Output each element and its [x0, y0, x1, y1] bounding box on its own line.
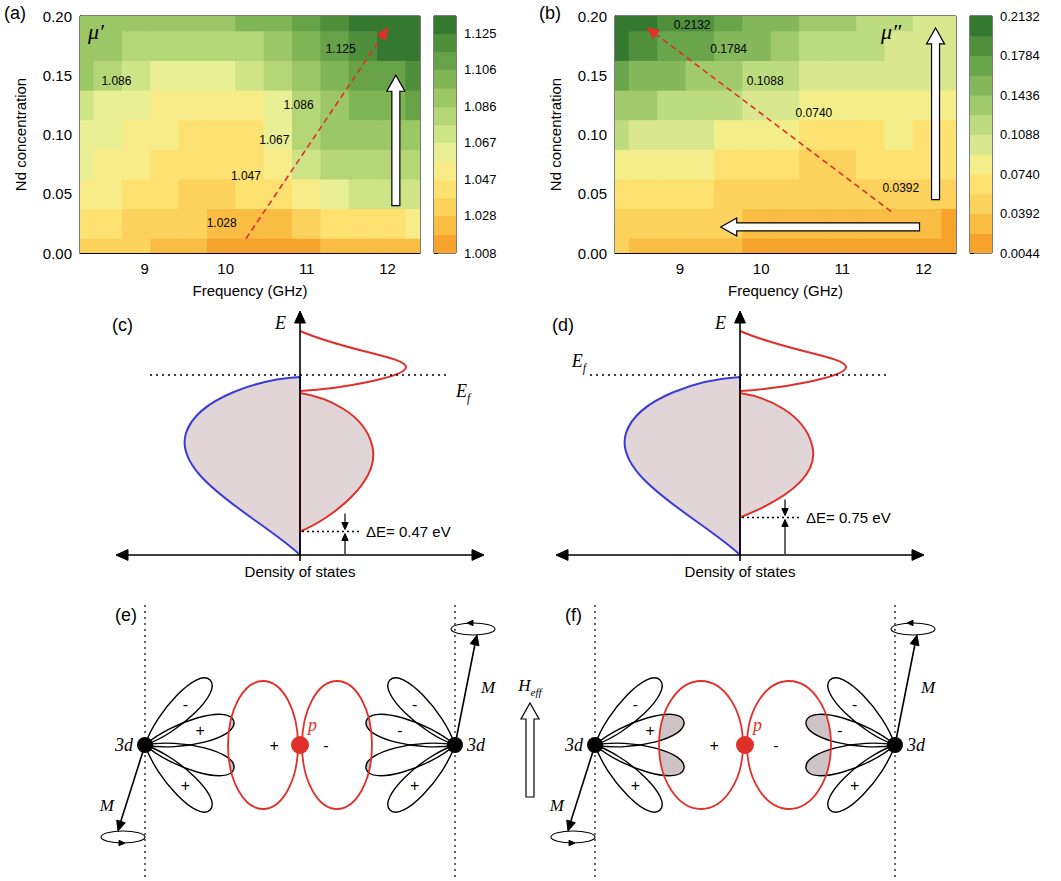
svg-text:0.0740: 0.0740	[796, 106, 833, 120]
svg-text:-: -	[323, 737, 328, 754]
svg-text:0.2132: 0.2132	[674, 18, 711, 32]
svg-text:1.047: 1.047	[464, 172, 497, 187]
svg-text:0.0740: 0.0740	[1000, 167, 1040, 182]
svg-text:0.20: 0.20	[43, 8, 72, 25]
svg-text:μ″: μ″	[880, 19, 902, 44]
svg-text:1.086: 1.086	[464, 99, 497, 114]
svg-text:Density of states: Density of states	[245, 563, 356, 580]
svg-text:+: +	[850, 777, 859, 794]
svg-text:10: 10	[217, 260, 234, 277]
svg-text:1.047: 1.047	[231, 169, 261, 183]
svg-text:0.1784: 0.1784	[1000, 48, 1040, 63]
svg-text:3d: 3d	[564, 735, 584, 755]
svg-text:11: 11	[835, 260, 851, 277]
svg-text:M: M	[549, 796, 565, 815]
svg-text:0.10: 0.10	[43, 126, 72, 143]
svg-text:+: +	[181, 777, 190, 794]
svg-text:(b): (b)	[539, 3, 561, 23]
svg-text:ΔE= 0.75 eV: ΔE= 0.75 eV	[806, 509, 891, 526]
svg-text:0.1784: 0.1784	[710, 42, 747, 56]
svg-text:-: -	[183, 696, 188, 713]
svg-text:M: M	[920, 678, 936, 697]
svg-text:p: p	[306, 715, 317, 735]
svg-text:E: E	[274, 313, 286, 333]
svg-text:1.028: 1.028	[464, 208, 497, 223]
svg-text:-: -	[837, 722, 842, 739]
svg-text:Nd concentration: Nd concentration	[12, 78, 29, 191]
svg-text:0.0044: 0.0044	[1000, 246, 1040, 261]
svg-text:Heff: Heff	[517, 676, 543, 698]
svg-text:Ef: Ef	[455, 381, 472, 405]
svg-text:-: -	[633, 696, 638, 713]
svg-text:Density of states: Density of states	[685, 563, 796, 580]
svg-text:1.086: 1.086	[101, 74, 131, 88]
svg-text:-: -	[397, 722, 402, 739]
svg-text:-: -	[773, 737, 778, 754]
svg-text:(d): (d)	[552, 315, 574, 335]
svg-text:0.2132: 0.2132	[1000, 9, 1040, 24]
svg-text:Frequency (GHz): Frequency (GHz)	[192, 282, 307, 299]
svg-text:1.125: 1.125	[326, 42, 356, 56]
svg-text:ΔE= 0.47 eV: ΔE= 0.47 eV	[366, 523, 451, 540]
svg-text:0.1088: 0.1088	[747, 74, 784, 88]
svg-text:1.008: 1.008	[464, 246, 497, 261]
svg-text:0.1436: 0.1436	[1000, 88, 1040, 103]
svg-text:+: +	[269, 737, 278, 754]
svg-text:-: -	[412, 696, 417, 713]
svg-text:+: +	[631, 777, 640, 794]
svg-text:Ef: Ef	[571, 351, 588, 375]
svg-text:1.067: 1.067	[464, 135, 497, 150]
svg-text:+: +	[645, 722, 654, 739]
svg-text:11: 11	[299, 260, 315, 277]
svg-text:0.0392: 0.0392	[1000, 206, 1040, 221]
svg-text:-: -	[852, 696, 857, 713]
svg-text:10: 10	[753, 260, 770, 277]
svg-text:1.067: 1.067	[259, 133, 289, 147]
svg-text:3d: 3d	[906, 735, 926, 755]
svg-text:0.05: 0.05	[578, 185, 607, 202]
svg-text:0.00: 0.00	[578, 245, 607, 262]
svg-text:(f): (f)	[565, 605, 582, 625]
svg-text:E: E	[714, 313, 726, 333]
svg-text:+: +	[195, 722, 204, 739]
svg-text:1.028: 1.028	[207, 216, 237, 230]
svg-text:9: 9	[676, 260, 684, 277]
svg-text:0.05: 0.05	[43, 185, 72, 202]
svg-text:Nd concentration: Nd concentration	[547, 78, 564, 191]
svg-text:0.0392: 0.0392	[882, 181, 919, 195]
svg-text:12: 12	[379, 260, 396, 277]
svg-text:12: 12	[915, 260, 932, 277]
svg-text:M: M	[99, 796, 115, 815]
svg-text:+: +	[410, 777, 419, 794]
svg-text:0.00: 0.00	[43, 245, 72, 262]
svg-text:3d: 3d	[114, 735, 134, 755]
svg-text:p: p	[751, 715, 762, 735]
svg-text:M: M	[480, 678, 496, 697]
svg-text:(c): (c)	[112, 315, 133, 335]
svg-text:0.15: 0.15	[578, 67, 607, 84]
svg-text:(a): (a)	[4, 3, 26, 23]
svg-text:1.125: 1.125	[464, 26, 497, 41]
svg-text:0.1088: 0.1088	[1000, 127, 1040, 142]
svg-text:0.10: 0.10	[578, 126, 607, 143]
svg-text:0.20: 0.20	[578, 8, 607, 25]
svg-text:(e): (e)	[115, 605, 137, 625]
svg-text:0.15: 0.15	[43, 67, 72, 84]
svg-text:1.106: 1.106	[464, 62, 497, 77]
svg-text:Frequency (GHz): Frequency (GHz)	[728, 282, 843, 299]
svg-text:μ′: μ′	[87, 19, 105, 44]
svg-text:+: +	[710, 737, 719, 754]
svg-text:3d: 3d	[466, 735, 486, 755]
svg-text:9: 9	[141, 260, 149, 277]
svg-text:1.086: 1.086	[284, 98, 314, 112]
